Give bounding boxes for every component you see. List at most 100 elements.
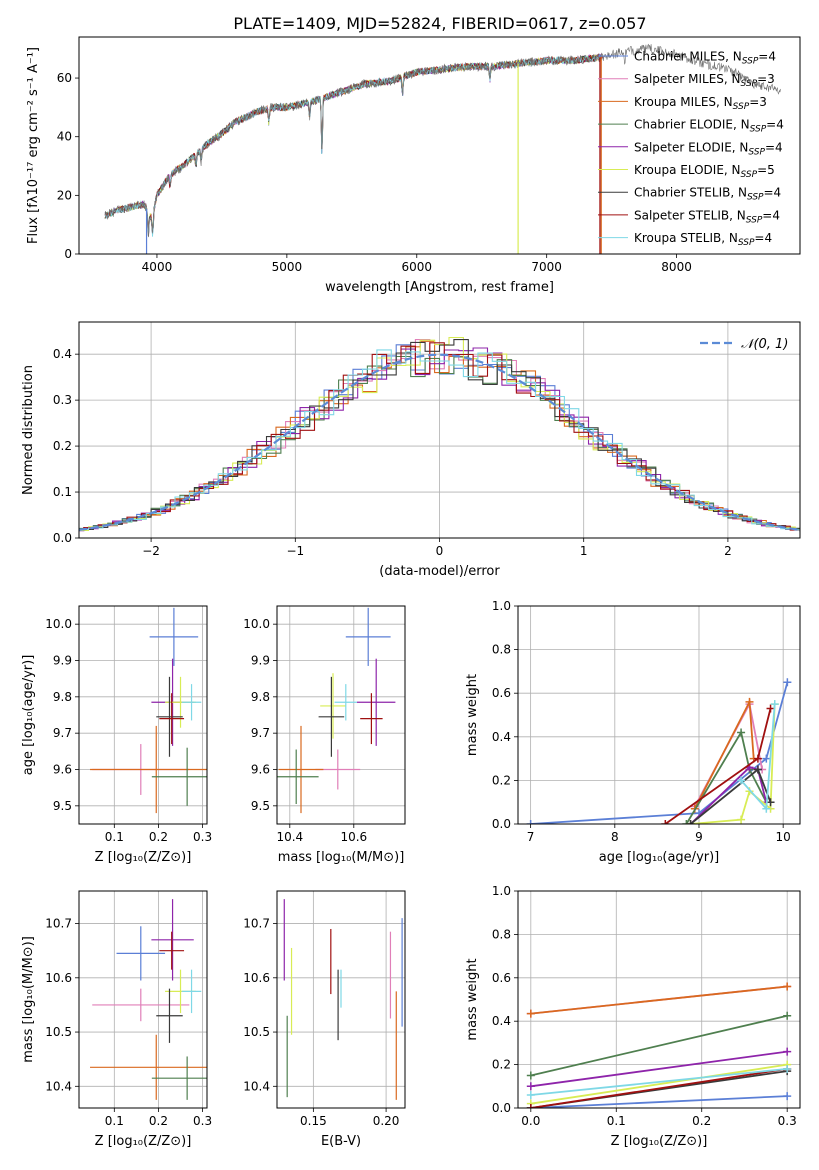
x-axis-label: age [log₁₀(age/yr)] — [599, 850, 720, 865]
panel-residuals: −2 −1 0 1 2 0.0 0.1 0.2 0.3 0.4 (data-model)/error… — [21, 321, 801, 579]
x-tick-label: 0.1 — [105, 830, 124, 844]
x-tick-label: 7000 — [531, 260, 562, 274]
x-tick-label: 6000 — [401, 260, 432, 274]
errorbar-salpeter-stelib — [159, 693, 185, 745]
x-tick-label: 0.0 — [521, 1114, 540, 1128]
errorbar-salpeter-miles — [92, 988, 190, 1022]
errorbar-chabrier-stelib — [156, 988, 183, 1043]
spectrum-model-salpeter-elodie — [104, 52, 603, 235]
errorbar-chabrier-stelib — [156, 676, 183, 757]
axes-frame — [78, 36, 801, 255]
weight-point-chabrier-miles — [526, 820, 535, 824]
errorbar-salpeter-elodie — [357, 658, 396, 746]
x-tick-label: −2 — [142, 544, 160, 558]
spectrum-model-kroupa-stelib — [104, 54, 603, 237]
weight-point-salpeter-stelib — [766, 704, 775, 713]
y-tick-label: 0.4 — [492, 1014, 511, 1028]
weight-point-chabrier-stelib — [766, 798, 775, 807]
errorbar-chabrier-miles — [149, 607, 199, 666]
x-tick-label: 8 — [611, 830, 619, 844]
y-tick-label: 0.2 — [492, 773, 511, 787]
y-tick-label: 0.4 — [53, 347, 72, 361]
y-axis-label: mass weight — [465, 674, 480, 756]
plot-area — [277, 607, 396, 814]
figure-title: PLATE=1409, MJD=52824, FIBERID=0617, z=0… — [233, 14, 646, 33]
legend-label-chabrier-stelib: Chabrier STELIB, NSSP=4 — [634, 186, 781, 203]
axes-frame — [276, 890, 406, 1109]
legend-label-kroupa-stelib: Kroupa STELIB, NSSP=4 — [634, 231, 772, 248]
weight-line-salpeter-stelib — [530, 1068, 788, 1108]
weight-point-kroupa-stelib — [770, 700, 779, 709]
weight-line-chabrier-miles — [530, 682, 789, 824]
weight-point-salpeter-elodie — [783, 1047, 792, 1056]
y-tick-label: 0.0 — [492, 817, 511, 831]
x-axis-label: Z [log₁₀(Z/Z⊙)] — [95, 1134, 192, 1149]
x-tick-label: 7 — [527, 830, 535, 844]
y-tick-label: 0.4 — [492, 730, 511, 744]
x-axis-label: Z [log₁₀(Z/Z⊙)] — [611, 1134, 708, 1149]
x-tick-label: 10 — [776, 830, 791, 844]
plot-area — [79, 336, 800, 533]
y-tick-label: 20 — [57, 188, 72, 202]
y-tick-label: 9.5 — [53, 799, 72, 813]
axes-frame — [517, 890, 801, 1109]
y-tick-label: 9.9 — [53, 654, 72, 668]
y-tick-label: 10.4 — [243, 1079, 270, 1093]
y-tick-label: 10.7 — [45, 917, 72, 931]
y-axis-label: Normed distribution — [21, 365, 36, 495]
y-tick-label: 1.0 — [492, 884, 511, 898]
x-tick-label: 10.4 — [276, 830, 303, 844]
weight-point-chabrier-elodie — [682, 820, 691, 824]
legend-label-kroupa-miles: Kroupa MILES, NSSP=3 — [634, 95, 767, 112]
x-tick-label: 0.2 — [149, 830, 168, 844]
weight-point-kroupa-miles — [783, 982, 792, 991]
spectrum-legend: Chabrier MILES, NSSP=4 Salpeter MILES, NS… — [598, 50, 784, 248]
spectrum-model-chabrier-elodie — [104, 53, 603, 234]
axes-frame — [517, 605, 801, 825]
x-tick-label: 8000 — [661, 260, 692, 274]
y-tick-label: 10.6 — [45, 971, 72, 985]
errorbar-kroupa-stelib — [181, 969, 202, 1014]
panel-age_vs_mass: 10.4 10.6 9.5 9.6 9.7 9.8 9.9 10.0 mass [log₁₀(M… — [243, 605, 406, 865]
y-tick-label: 0.2 — [53, 439, 72, 453]
y-tick-label: 40 — [57, 130, 72, 144]
spectrum-model-kroupa-miles — [104, 54, 603, 236]
plot-area — [283, 899, 403, 1100]
weight-point-kroupa-miles — [526, 1009, 535, 1018]
histogram-salpeter-miles — [79, 339, 800, 531]
x-tick-label: 0.3 — [778, 1114, 797, 1128]
errorbar-salpeter-elodie — [151, 899, 194, 981]
weight-line-kroupa-elodie — [690, 704, 776, 824]
x-tick-label: 0.20 — [373, 1114, 400, 1128]
gaussian-curve — [79, 353, 800, 531]
weight-point-chabrier-stelib — [686, 820, 695, 824]
errorbar-chabrier-stelib — [318, 676, 345, 757]
weight-line-chabrier-elodie — [530, 1014, 788, 1077]
y-tick-label: 9.7 — [53, 726, 72, 740]
spectrum-model-chabrier-miles — [104, 53, 603, 236]
x-axis-label: mass [log₁₀(M/M⊙)] — [278, 850, 405, 865]
weight-line-salpeter-stelib — [664, 708, 772, 824]
plot-area — [104, 43, 781, 254]
y-tick-label: 60 — [57, 71, 72, 85]
weight-point-chabrier-stelib — [753, 765, 762, 774]
y-tick-label: 9.8 — [53, 690, 72, 704]
y-tick-label: 0.6 — [492, 686, 511, 700]
weight-line-kroupa-elodie — [530, 1063, 788, 1105]
spectrum-model-chabrier-stelib — [104, 54, 603, 234]
y-tick-label: 9.6 — [251, 763, 270, 777]
y-axis-label: Flux [fλ10⁻¹⁷ erg cm⁻² s⁻¹ A⁻¹] — [26, 47, 41, 244]
errorbar-kroupa-stelib — [334, 684, 357, 721]
y-tick-label: 9.7 — [251, 726, 270, 740]
y-axis-label: mass weight — [465, 958, 480, 1040]
panel-spectrum: 4000 5000 6000 7000 8000 0 20 40 60 wavelength [A… — [26, 36, 801, 295]
x-axis-label: wavelength [Angstrom, rest frame] — [325, 280, 554, 295]
y-tick-label: 10.6 — [243, 971, 270, 985]
weight-line-salpeter-elodie — [530, 1050, 788, 1088]
weight-point-salpeter-stelib — [753, 754, 762, 763]
errorbar-kroupa-elodie — [320, 673, 346, 739]
panel-weight_vs_Z: 0.0 0.1 0.2 0.3 0.0 0.2 0.4 0.6 0.8 1.0 Z [log₁₀(Z… — [465, 884, 801, 1149]
x-tick-label: 0.15 — [300, 1114, 327, 1128]
